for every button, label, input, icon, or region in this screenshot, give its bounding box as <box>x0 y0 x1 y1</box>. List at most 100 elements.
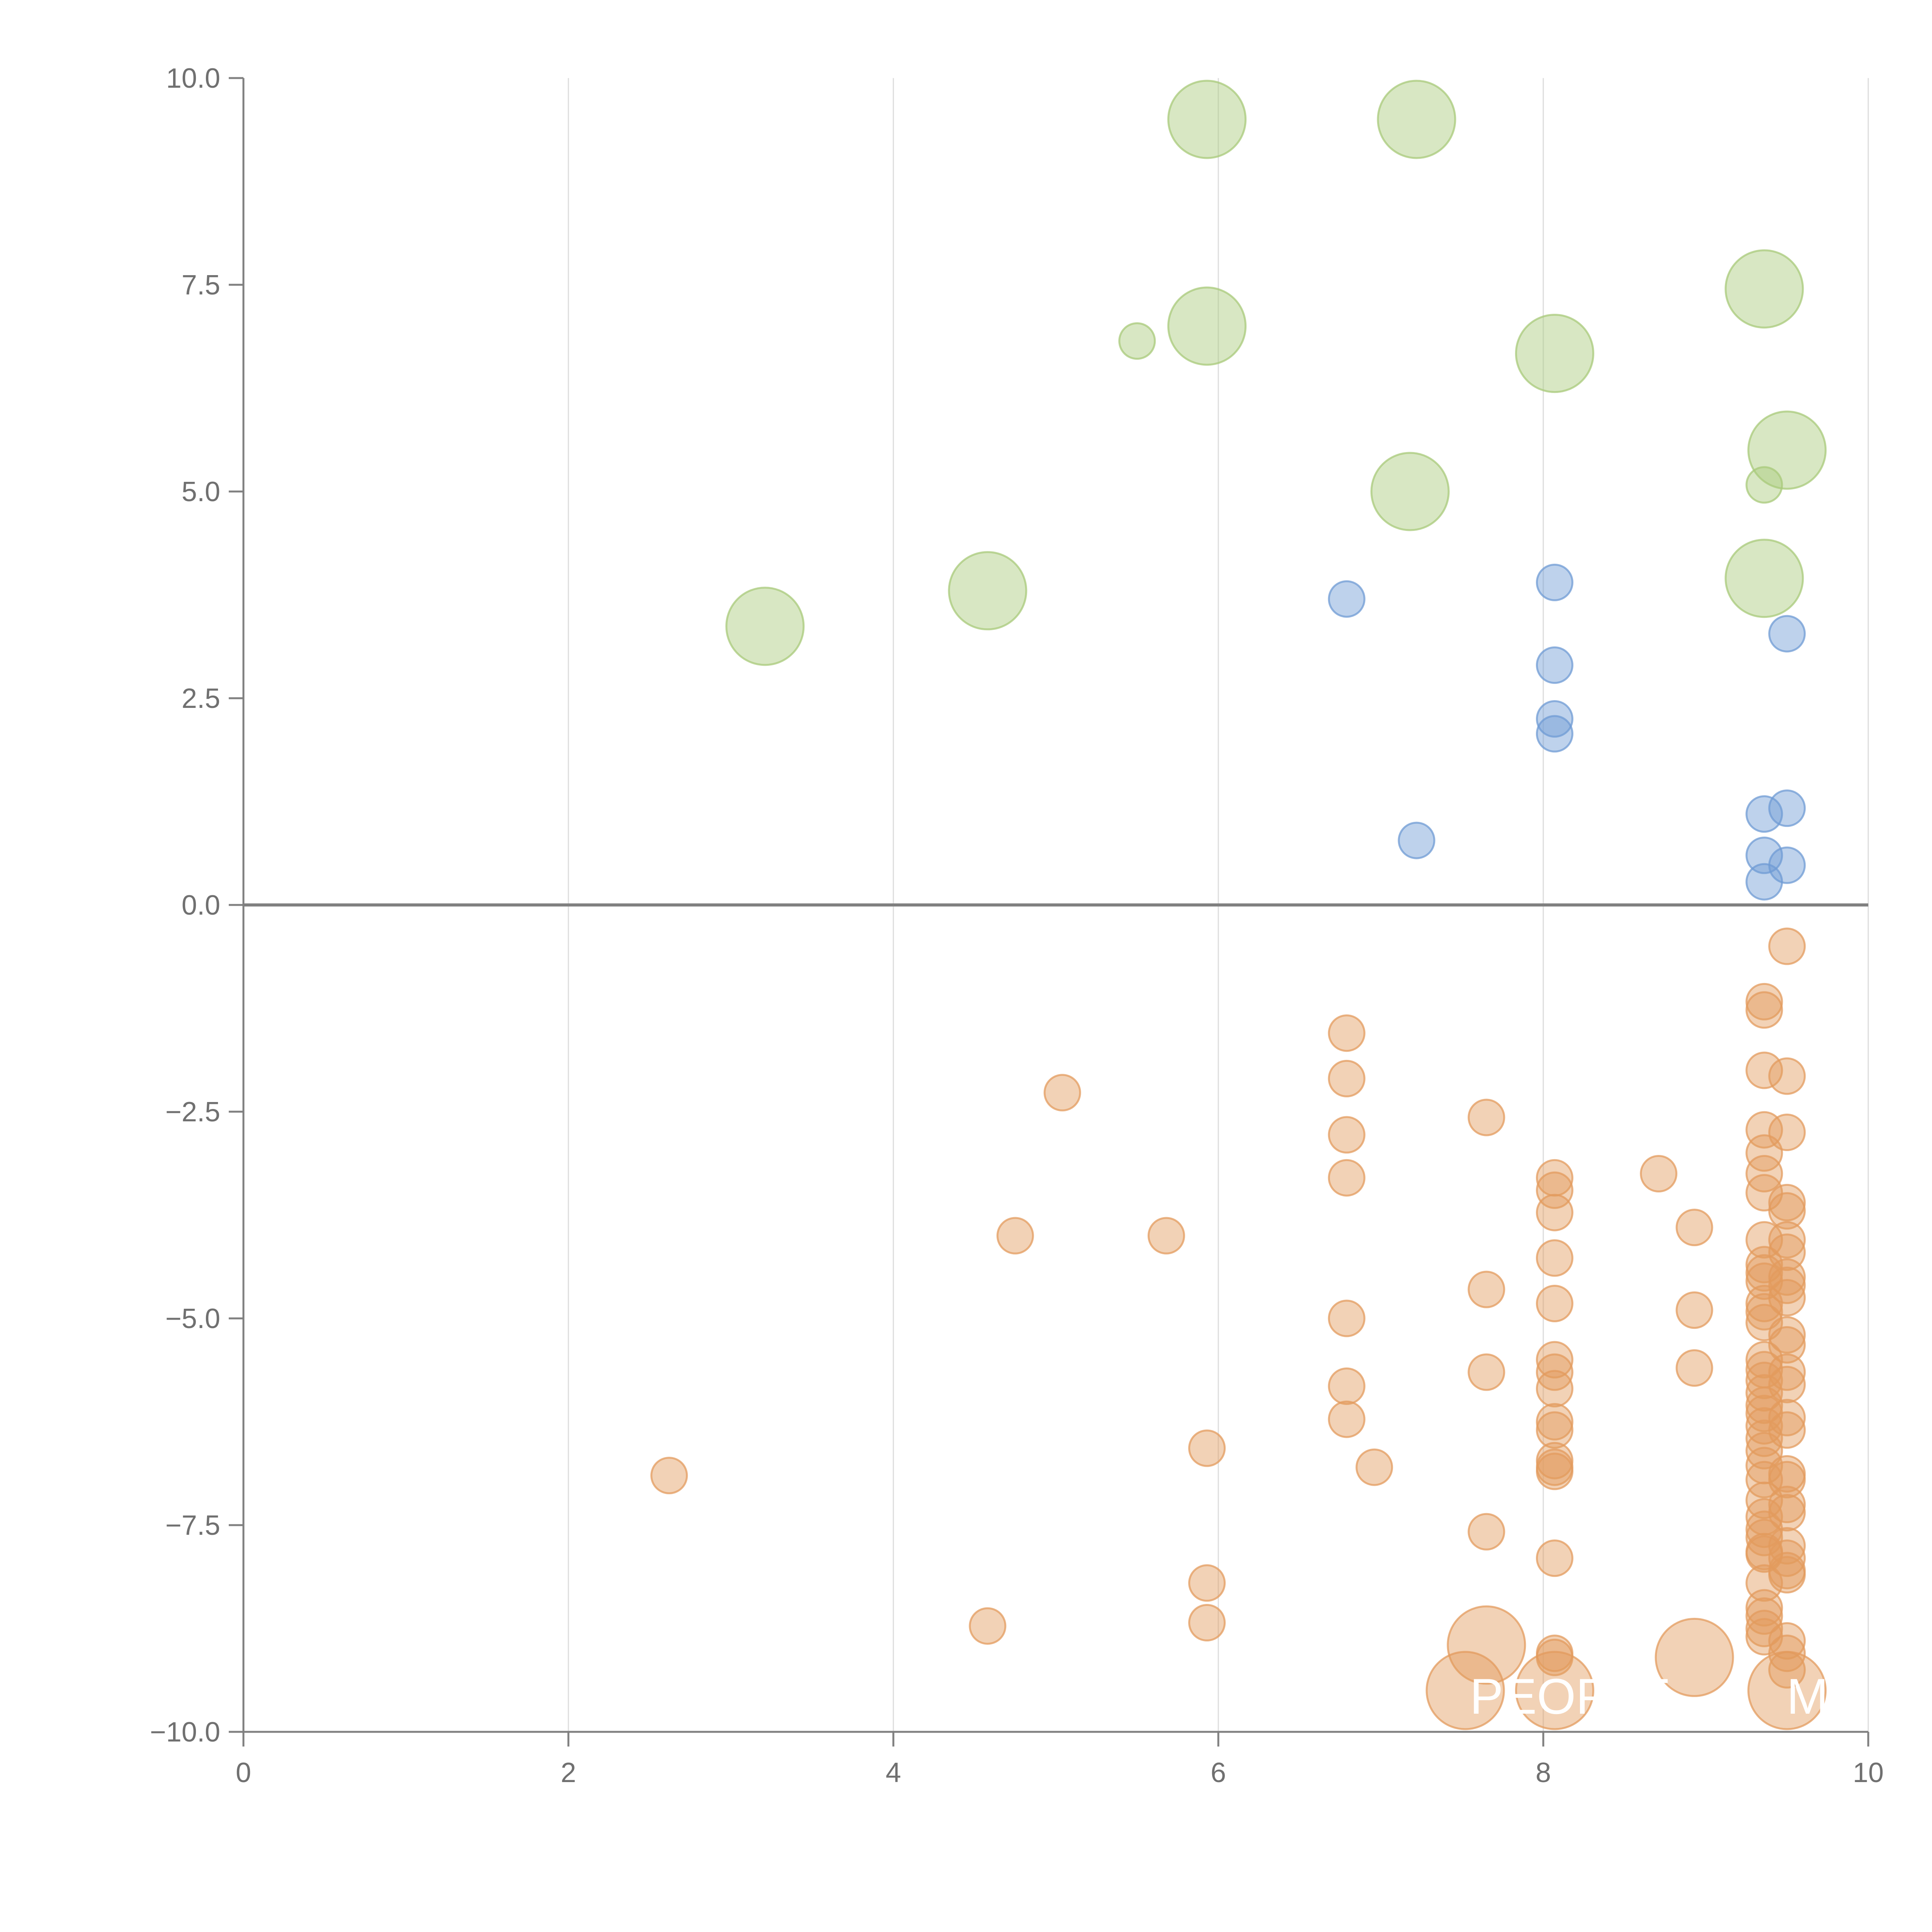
y-tick-label: 2.5 <box>182 683 220 714</box>
data-point <box>1768 1634 1806 1672</box>
x-tick-label: 4 <box>886 1757 901 1788</box>
data-point <box>996 1217 1034 1255</box>
x-tick-label: 2 <box>561 1757 576 1788</box>
data-point <box>1536 1194 1573 1231</box>
data-point <box>1536 646 1573 684</box>
data-point <box>1536 1171 1573 1209</box>
data-point <box>1745 1293 1783 1331</box>
data-point <box>1745 1051 1783 1089</box>
annotations: PEOPLE MT <box>1470 1668 1859 1725</box>
data-point <box>1398 821 1435 859</box>
y-tick-label: −2.5 <box>165 1097 220 1128</box>
data-point <box>1675 1349 1713 1387</box>
data-point <box>650 1457 688 1495</box>
data-point <box>1118 322 1156 360</box>
data-point <box>1768 1316 1806 1354</box>
data-point <box>1328 1367 1366 1405</box>
data-point <box>1468 1270 1505 1308</box>
y-tick-label: 0.0 <box>182 890 220 921</box>
data-point <box>1188 1564 1226 1602</box>
data-point <box>1468 1353 1505 1391</box>
data-point <box>1747 410 1827 490</box>
data-point <box>1768 1266 1806 1304</box>
data-point <box>1747 1651 1827 1730</box>
y-tick-label: −7.5 <box>165 1510 220 1541</box>
data-point <box>1655 1617 1734 1697</box>
data-point <box>1468 1513 1505 1551</box>
data-point <box>1768 1539 1806 1577</box>
axes: 0 2 4 6 8 10 10.0 7.5 5.0 2.5 0.0 −2.5 −5.0 −7.5 −10.0 <box>150 63 1884 1788</box>
data-point <box>1745 837 1783 874</box>
data-point <box>1745 1461 1783 1498</box>
data-point <box>1328 580 1366 618</box>
data-point <box>1768 1192 1806 1230</box>
y-tick-label: 5.0 <box>182 476 220 507</box>
data-point <box>1147 1217 1185 1255</box>
data-point <box>1768 1326 1806 1364</box>
x-tick-label: 0 <box>236 1757 251 1788</box>
data-point <box>1768 1486 1806 1523</box>
data-point <box>1768 1184 1806 1221</box>
annotation-label: MT <box>1787 1668 1859 1725</box>
data-point <box>1425 1651 1505 1730</box>
data-point <box>1167 80 1247 159</box>
data-point <box>1536 1353 1573 1391</box>
data-point <box>725 587 805 666</box>
data-point <box>1675 1291 1713 1329</box>
data-point <box>1725 539 1804 618</box>
data-point <box>1768 927 1806 965</box>
data-point <box>1745 795 1783 833</box>
y-tick-label: 10.0 <box>166 63 220 94</box>
data-point <box>1536 1341 1573 1379</box>
data-point <box>1328 1116 1366 1154</box>
data-point <box>1447 1605 1526 1685</box>
data-point <box>1536 715 1573 753</box>
data-point <box>1328 1299 1366 1337</box>
data-point <box>1768 1556 1806 1594</box>
data-point <box>1745 1589 1783 1627</box>
data-point <box>1188 1604 1226 1642</box>
data-point <box>1536 1539 1573 1577</box>
data-point <box>1745 1254 1783 1292</box>
data-point <box>1745 1386 1783 1424</box>
y-tick-label: 7.5 <box>182 270 220 301</box>
data-point <box>1536 563 1573 601</box>
data-point <box>1768 1279 1806 1316</box>
data-point <box>1468 1099 1505 1136</box>
x-tick-label: 10 <box>1853 1757 1884 1788</box>
data-point <box>1536 700 1573 738</box>
data-point <box>1745 466 1783 504</box>
data-point <box>1745 1304 1783 1342</box>
data-point <box>1768 1258 1806 1296</box>
data-point <box>969 1607 1007 1645</box>
data-point <box>1536 1452 1573 1490</box>
data-point <box>1725 249 1804 329</box>
data-point <box>1536 1370 1573 1408</box>
x-tick-label: 8 <box>1536 1757 1551 1788</box>
data-point <box>1328 1014 1366 1052</box>
y-tick-label: −10.0 <box>150 1717 220 1748</box>
data-point <box>1640 1155 1678 1192</box>
data-point <box>1355 1448 1393 1486</box>
x-tick-label: 6 <box>1211 1757 1226 1788</box>
data-point <box>1377 80 1456 159</box>
data-point <box>1745 1155 1783 1192</box>
data-point <box>1745 1597 1783 1635</box>
data-point <box>1328 1159 1366 1197</box>
data-points <box>650 80 1827 1730</box>
data-point <box>1745 1174 1783 1212</box>
data-point <box>948 551 1027 631</box>
data-point <box>1745 1432 1783 1469</box>
data-point <box>1768 1622 1806 1660</box>
data-point <box>1745 1134 1783 1172</box>
data-point <box>1043 1074 1081 1112</box>
data-point <box>1745 1341 1783 1379</box>
data-point <box>1745 991 1783 1029</box>
y-tick-label: −5.0 <box>165 1303 220 1334</box>
data-point <box>1370 452 1450 531</box>
annotation-label: PEOPLE <box>1470 1668 1671 1725</box>
data-point <box>1768 615 1806 653</box>
data-point <box>1768 1057 1806 1095</box>
data-point <box>1515 1651 1594 1730</box>
